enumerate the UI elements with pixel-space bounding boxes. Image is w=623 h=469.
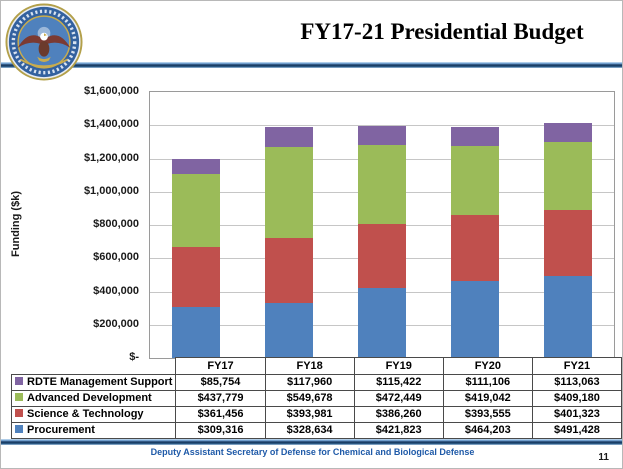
value-cell: $361,456 — [175, 406, 266, 423]
value-cell: $409,180 — [531, 390, 622, 407]
value-cell: $393,555 — [442, 406, 533, 423]
table-row: RDTE Management Support $85,754 $117,960 $1… — [10, 374, 622, 391]
legend-swatch-icon — [15, 393, 23, 401]
table-row: Advanced Development $437,779 $549,678 $472… — [10, 390, 622, 407]
value-cell: $115,422 — [353, 374, 444, 391]
value-cell: $472,449 — [353, 390, 444, 407]
bar-segment-procurement — [450, 280, 499, 358]
legend-label-advanced-development: Advanced Development — [10, 390, 177, 407]
bar-segment-advanced-development — [358, 145, 406, 224]
category-header-fy18: FY18 — [264, 357, 355, 375]
stacked-bar-fy21 — [543, 122, 592, 358]
header-divider-rule — [1, 62, 622, 68]
bar-segment-procurement — [543, 276, 592, 358]
bar-segment-science-technology — [358, 223, 406, 288]
value-cell: $491,428 — [531, 422, 622, 439]
value-cell: $437,779 — [175, 390, 266, 407]
table-row: Science & Technology $361,456 $393,981 $386… — [10, 406, 622, 423]
stacked-bar-fy17 — [172, 159, 221, 358]
gridline — [150, 125, 614, 127]
chart-data-table: FY17 FY18 FY19 FY20 FY21 RDTE Management Supp… — [10, 357, 622, 439]
footer-attribution-text: Deputy Assistant Secretary of Defense fo… — [150, 447, 475, 457]
bar-segment-rdte-management-support — [265, 126, 314, 147]
legend-swatch-icon — [15, 425, 23, 433]
bar-segment-advanced-development — [265, 146, 314, 238]
y-axis-tick-label: $- — [129, 351, 139, 363]
footer-divider-rule — [1, 439, 622, 445]
value-cell: $549,678 — [264, 390, 355, 407]
bar-segment-procurement — [265, 303, 314, 358]
legend-label-science-technology: Science & Technology — [10, 406, 177, 423]
y-axis-tick-label: $200,000 — [93, 317, 139, 330]
value-cell: $401,323 — [531, 406, 622, 423]
value-cell: $464,203 — [442, 422, 533, 439]
bar-segment-science-technology — [172, 246, 221, 307]
y-axis-tick-label: $1,400,000 — [83, 118, 139, 131]
value-cell: $117,960 — [264, 374, 355, 391]
department-of-defense-seal-icon — [5, 3, 83, 81]
value-cell: $421,823 — [353, 422, 444, 439]
bar-segment-rdte-management-support — [358, 125, 406, 146]
value-cell: $419,042 — [442, 390, 533, 407]
category-header-fy17: FY17 — [175, 357, 266, 375]
value-cell: $393,981 — [264, 406, 355, 423]
bar-segment-rdte-management-support — [543, 122, 592, 142]
value-cell: $111,106 — [442, 374, 533, 391]
bar-segment-rdte-management-support — [172, 159, 221, 174]
table-header-row: FY17 FY18 FY19 FY20 FY21 — [12, 357, 622, 375]
bar-segment-advanced-development — [172, 173, 221, 247]
bar-segment-science-technology — [543, 209, 592, 277]
stacked-bar-fy18 — [265, 126, 314, 358]
legend-label-rdte-management-support: RDTE Management Support — [10, 374, 177, 391]
value-cell: $85,754 — [175, 374, 266, 391]
bar-segment-science-technology — [450, 215, 499, 281]
bar-segment-science-technology — [265, 237, 314, 304]
y-axis-title: Funding ($k) — [10, 191, 22, 257]
category-header-fy19: FY19 — [353, 357, 444, 375]
value-cell: $328,634 — [264, 422, 355, 439]
y-axis-tick-label: $600,000 — [93, 251, 139, 264]
seal-eagle — [17, 32, 71, 62]
bar-segment-rdte-management-support — [450, 127, 499, 146]
bar-segment-procurement — [172, 306, 221, 358]
legend-swatch-icon — [15, 377, 23, 385]
page-number: 11 — [598, 452, 609, 463]
value-cell: $309,316 — [175, 422, 266, 439]
y-axis-tick-label: $400,000 — [93, 284, 139, 297]
legend-label-procurement: Procurement — [10, 422, 177, 439]
bar-segment-advanced-development — [543, 141, 592, 210]
category-header-fy21: FY21 — [531, 357, 622, 375]
stacked-bar-fy19 — [358, 125, 406, 358]
category-header-fy20: FY20 — [442, 357, 533, 375]
table-corner-blank — [12, 358, 176, 375]
table-row: Procurement $309,316 $328,634 $421,823 $464,… — [10, 422, 622, 439]
y-axis-tick-label: $1,600,000 — [83, 85, 139, 97]
y-axis-tick-label: $800,000 — [93, 218, 139, 230]
stacked-bar-fy20 — [450, 127, 499, 358]
y-axis-tick-label: $1,200,000 — [83, 151, 139, 164]
legend-swatch-icon — [15, 409, 23, 417]
bar-segment-procurement — [358, 287, 406, 358]
value-cell: $386,260 — [353, 406, 444, 423]
bar-segment-advanced-development — [450, 145, 499, 216]
chart-plot-area — [149, 91, 615, 359]
y-axis-tick-label: $1,000,000 — [83, 184, 139, 197]
value-cell: $113,063 — [531, 374, 622, 391]
page-title: FY17-21 Presidential Budget — [300, 19, 584, 44]
